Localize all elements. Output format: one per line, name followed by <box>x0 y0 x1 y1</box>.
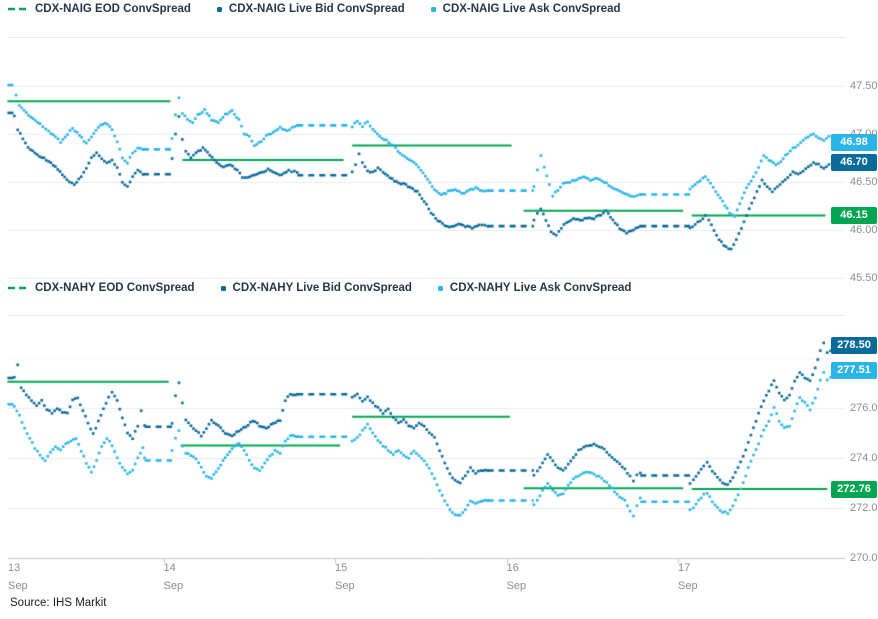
bid-dot-marker-icon <box>216 6 222 12</box>
day-month: Sep <box>163 580 184 592</box>
legend-item-ask[interactable]: CDX-NAHY Live Ask ConvSpread <box>437 282 632 294</box>
x-axis-day-label: 15 Sep <box>335 562 355 593</box>
day-number: 14 <box>163 562 176 574</box>
day-number: 15 <box>335 562 348 574</box>
ask-value-badge: 277.51 <box>831 361 877 379</box>
separator <box>8 315 845 316</box>
eod-dash-marker-icon <box>8 282 28 294</box>
legend-label: CDX-NAIG EOD ConvSpread <box>35 3 191 15</box>
y-axis-label: 46.00 <box>850 224 878 236</box>
y-axis-label: 274.00 <box>850 452 878 464</box>
day-month: Sep <box>8 580 28 592</box>
x-axis-day-label: 17 Sep <box>678 562 698 593</box>
source-note: Source: IHS Markit <box>10 597 107 609</box>
eod-dash-marker-icon <box>8 3 28 15</box>
x-axis-day-label: 13 Sep <box>8 562 28 593</box>
x-axis-day-label: 14 Sep <box>164 562 184 593</box>
bid-value-badge: 278.50 <box>831 337 877 354</box>
naig-plot-area[interactable] <box>8 40 845 282</box>
bid-dot-marker-icon <box>220 285 226 291</box>
day-month: Sep <box>506 580 527 592</box>
separator <box>8 37 845 38</box>
legend-item-bid[interactable]: CDX-NAHY Live Bid ConvSpread <box>220 282 412 294</box>
y-axis-label: 270.00 <box>850 552 878 564</box>
legend-item-bid[interactable]: CDX-NAIG Live Bid ConvSpread <box>216 3 405 15</box>
y-axis-label: 276.00 <box>850 402 878 414</box>
ask-dot-marker-icon <box>437 285 443 291</box>
day-number: 13 <box>8 562 21 574</box>
legend-label: CDX-NAHY EOD ConvSpread <box>35 282 195 294</box>
legend-item-eod[interactable]: CDX-NAIG EOD ConvSpread <box>8 3 191 15</box>
ask-dot-marker-icon <box>430 6 436 12</box>
legend-label: CDX-NAIG Live Bid ConvSpread <box>228 3 405 15</box>
y-axis-label: 45.50 <box>850 272 878 284</box>
eod-value-badge: 46.15 <box>831 207 877 225</box>
y-axis-label: 47.50 <box>850 80 878 92</box>
naig-legend: CDX-NAIG EOD ConvSpread CDX-NAIG Live Bid… <box>8 3 621 15</box>
day-number: 17 <box>678 562 691 574</box>
bid-value-badge: 46.70 <box>831 154 877 172</box>
nahy-plot-area[interactable] <box>8 318 845 558</box>
day-month: Sep <box>678 580 698 592</box>
x-axis-day-label: 16 Sep <box>507 562 527 593</box>
y-axis-label: 46.50 <box>850 176 878 188</box>
legend-item-ask[interactable]: CDX-NAIG Live Ask ConvSpread <box>430 3 621 15</box>
legend-item-eod[interactable]: CDX-NAHY EOD ConvSpread <box>8 282 195 294</box>
eod-value-badge: 272.76 <box>831 480 877 498</box>
legend-label: CDX-NAHY Live Bid ConvSpread <box>232 282 412 294</box>
ask-value-badge: 46.98 <box>831 134 877 152</box>
nahy-legend: CDX-NAHY EOD ConvSpread CDX-NAHY Live Bid… <box>8 282 631 294</box>
day-month: Sep <box>335 580 355 592</box>
day-number: 16 <box>506 562 519 574</box>
legend-label: CDX-NAIG Live Ask ConvSpread <box>442 3 621 15</box>
y-axis-label: 272.00 <box>850 502 878 514</box>
legend-label: CDX-NAHY Live Ask ConvSpread <box>449 282 632 294</box>
